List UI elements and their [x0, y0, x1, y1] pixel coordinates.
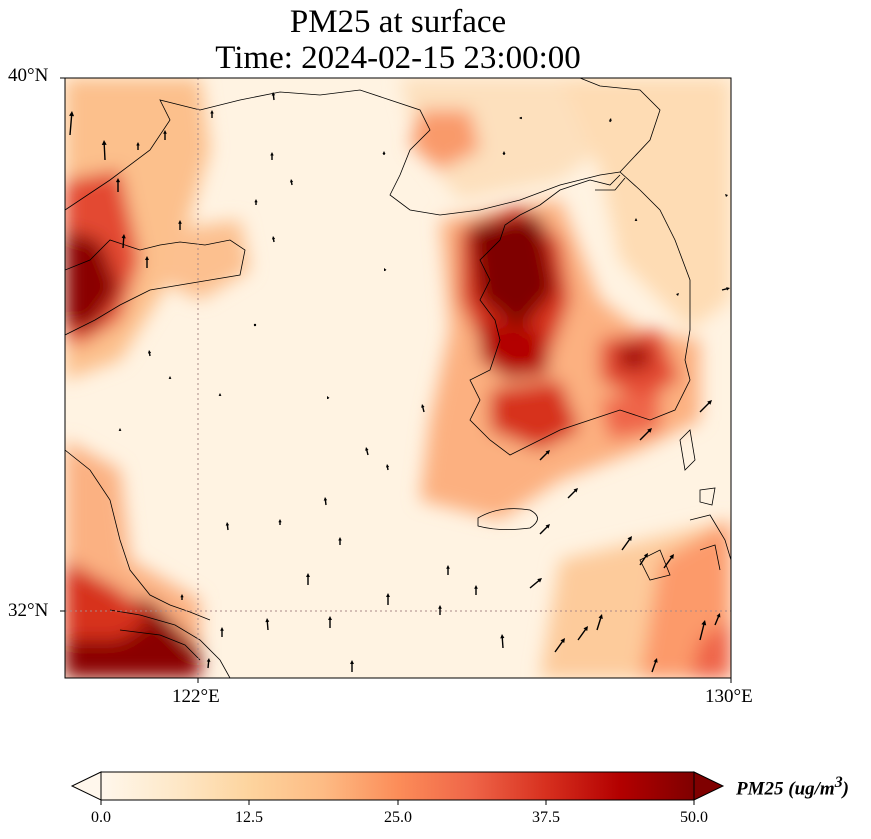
wind-arrow	[218, 393, 222, 396]
wind-arrow	[639, 553, 648, 566]
colorbar-gradient	[100, 771, 695, 801]
wind-arrow	[539, 450, 550, 461]
wind-arrow	[567, 488, 578, 499]
wind-arrow	[338, 537, 342, 545]
wind-arrow	[621, 536, 632, 551]
wind-arrow	[714, 613, 721, 626]
wind-arrow	[180, 594, 184, 600]
wind-arrow	[577, 626, 588, 641]
wind-arrow	[115, 178, 121, 192]
wind-arrow	[270, 152, 274, 160]
wind-arrow	[147, 350, 152, 357]
wind-arrow	[271, 92, 276, 101]
coastlines	[65, 78, 731, 678]
wind-arrow	[136, 142, 140, 150]
colorbar-label-main: PM25 (ug/m	[736, 778, 835, 800]
wind-arrow	[328, 616, 332, 628]
wind-vectors	[69, 92, 730, 673]
wind-arrow	[502, 151, 506, 155]
title-line-1: PM25 at surface	[289, 4, 507, 40]
lon-label-130e: 130°E	[705, 686, 753, 707]
gridlines	[65, 78, 731, 678]
wind-arrow	[699, 620, 707, 641]
colorbar-label-superscript: 3	[834, 774, 843, 791]
wind-arrow	[118, 428, 122, 431]
colorbar-label: PM25 (ug/m3)	[736, 774, 849, 800]
wind-arrow	[323, 497, 328, 506]
lat-label-40n: 40°N	[8, 65, 49, 86]
wind-arrow	[306, 573, 310, 585]
wind-arrow	[210, 110, 214, 118]
wind-arrow	[254, 199, 258, 205]
wind-arrow	[651, 658, 658, 673]
wind-arrow	[446, 565, 450, 575]
colorbar-tick-label: 37.5	[532, 809, 560, 826]
wind-arrow	[554, 638, 565, 653]
wind-arrow	[350, 660, 354, 672]
colorbar-tick-label: 50.0	[680, 809, 708, 826]
colorbar-ticks	[100, 800, 695, 805]
wind-arrow	[121, 234, 126, 249]
wind-arrow	[69, 111, 75, 136]
colorbar	[70, 771, 725, 805]
wind-arrow	[721, 287, 730, 291]
colorbar-tick-label: 0.0	[91, 809, 111, 826]
wind-arrow	[168, 376, 172, 379]
wind-arrow	[529, 578, 542, 589]
pm25-field	[65, 78, 731, 678]
wind-arrow	[225, 522, 230, 531]
colorbar-extend-max	[693, 771, 725, 801]
wind-arrow	[519, 116, 522, 120]
wind-arrow	[639, 428, 652, 441]
wind-arrow	[421, 404, 425, 413]
wind-arrow	[386, 593, 390, 605]
wind-arrow	[327, 396, 330, 400]
wind-arrow	[634, 218, 638, 221]
axis-ticks	[60, 77, 732, 683]
wind-arrow	[382, 151, 386, 155]
wind-arrow	[178, 220, 182, 230]
colorbar-extend-min	[70, 771, 102, 801]
wind-arrow	[145, 256, 149, 268]
wind-arrow	[384, 268, 387, 272]
map-frame	[64, 77, 732, 679]
wind-arrow	[289, 179, 294, 186]
wind-arrow	[596, 614, 603, 631]
colorbar-tick-label: 12.5	[235, 809, 263, 826]
wind-arrow	[220, 627, 224, 637]
wind-arrow	[474, 585, 478, 595]
wind-arrow	[101, 140, 107, 161]
wind-arrow	[725, 194, 729, 198]
colorbar-tick-label: 25.0	[384, 809, 412, 826]
wind-arrow	[253, 323, 257, 327]
wind-arrow	[663, 554, 674, 569]
title-line-2: Time: 2024-02-15 23:00:00	[215, 40, 581, 76]
wind-arrow	[206, 658, 211, 669]
wind-arrow	[438, 605, 442, 615]
wind-arrow	[163, 130, 167, 140]
wind-arrow	[539, 524, 550, 535]
lat-label-32n: 32°N	[8, 600, 49, 621]
wind-arrow	[699, 400, 712, 413]
wind-arrow	[676, 293, 679, 296]
wind-arrow	[500, 634, 505, 649]
colorbar-label-close: )	[842, 778, 849, 800]
wind-arrow	[271, 236, 276, 243]
wind-arrow	[265, 618, 270, 631]
wind-arrow	[608, 118, 612, 123]
wind-arrow	[385, 464, 390, 471]
wind-arrow	[278, 519, 282, 525]
map-title: PM25 at surface Time: 2024-02-15 23:00:0…	[0, 4, 796, 76]
wind-arrow	[365, 447, 369, 456]
lon-label-122e: 122°E	[172, 686, 220, 707]
